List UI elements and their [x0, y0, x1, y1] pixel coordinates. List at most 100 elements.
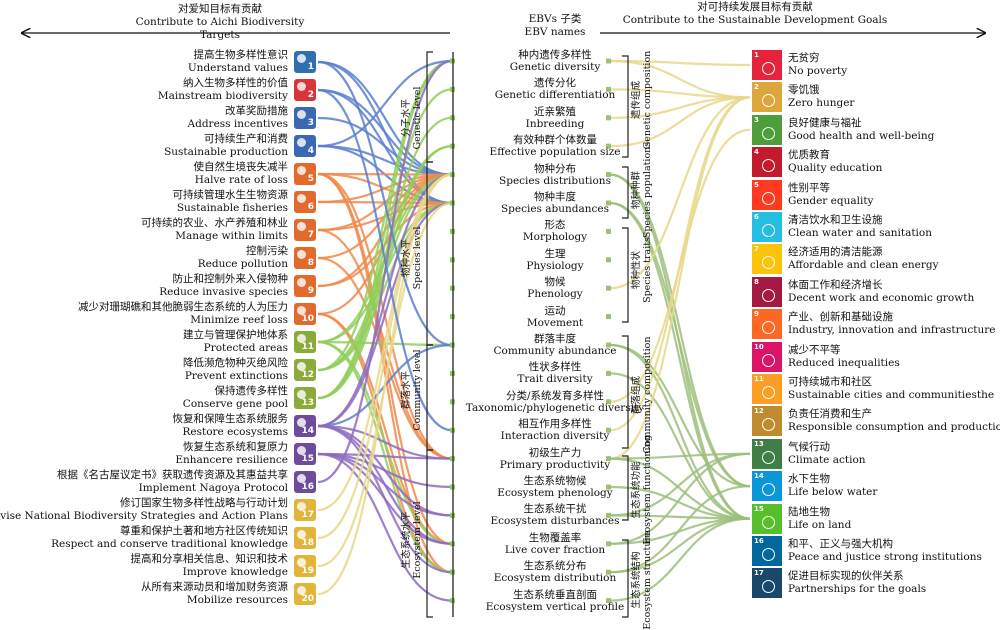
ebv-zh: 近亲繁殖: [534, 105, 576, 118]
ebv-zh: 生态系统分布: [523, 560, 587, 573]
aichi-target-icon: 4: [294, 135, 316, 157]
ebv-sdg-link: [609, 343, 751, 520]
ebv-en: Genetic differentiation: [494, 89, 616, 102]
class-en: Ecosystem structure: [642, 530, 653, 630]
aichi-target-number: 20: [301, 594, 314, 604]
sdg-goal-label: 陆地生物 Life on land: [788, 506, 851, 532]
aichi-target-label: 修订国家生物多样性战略与行动计划 Revise National Biodiver…: [0, 497, 288, 523]
aichi-target-number: 13: [301, 398, 314, 408]
sdg-goal-zh: 促进目标实现的伙伴关系: [788, 570, 904, 583]
ebv-item: 生态系统物候 Ecosystem phenology: [455, 475, 655, 499]
aichi-target-label: 可持续管理水生生物资源 Sustainable fisheries: [173, 189, 289, 215]
aichi-target: 可持续的农业、水产养殖和林业 Manage within limits 7: [0, 217, 318, 244]
sdg-glyph-icon: [762, 224, 775, 237]
ebv-sdg-link: [609, 343, 751, 488]
ebv-en: Species distributions: [499, 174, 611, 187]
aichi-target: 根据《名古屋议定书》获取遗传资源及其惠益共享 Implement Nagoya P…: [0, 469, 318, 496]
sdg-goal: 13 气候行动 Climate action: [750, 438, 1000, 469]
sdg-goal-label: 可持续城市和社区 Sustainable cities and communiti…: [788, 376, 994, 402]
aichi-target-zh: 可持续生产和消费: [204, 133, 288, 145]
aichi-glyph-icon: [297, 502, 306, 511]
aichi-glyph-icon: [297, 474, 306, 483]
sdg-goal-number: 16: [754, 537, 764, 545]
aichi-target-icon: 15: [294, 443, 316, 465]
aichi-target-number: 3: [307, 118, 314, 128]
sdg-goal-zh: 陆地生物: [788, 505, 830, 518]
aichi-ebv-link: [317, 60, 453, 347]
level-en: Species level: [412, 226, 423, 290]
aichi-glyph-icon: [297, 250, 306, 259]
left-header: 对爱知目标有贡献 Contribute to Aichi Biodiversit…: [120, 3, 320, 42]
aichi-target: 从所有来源动员和增加财务资源 Mobilize resources 20: [0, 581, 318, 608]
aichi-glyph-icon: [297, 166, 306, 175]
aichi-target-label: 改革奖励措施 Address incentives: [188, 105, 288, 131]
aichi-target-icon: 9: [294, 275, 316, 297]
level-en: Community level: [412, 349, 423, 431]
level-label: 生态系统水平 Ecosystem level: [401, 501, 423, 578]
sdg-goal-number: 17: [754, 569, 764, 578]
ebv-en: Species abundances: [500, 203, 610, 215]
ebv-sdg-link: [609, 452, 751, 460]
aichi-target-icon: 2: [294, 79, 316, 101]
aichi-target-en: Improve knowledge: [182, 566, 288, 578]
class-label: 物种种群 Species populations: [631, 142, 653, 238]
aichi-target-icon: 7: [294, 219, 316, 241]
sdg-goal-label: 性别平等 Gender equality: [788, 182, 873, 208]
class-zh: 物种种群: [631, 170, 642, 210]
diagram-frame: [22, 33, 985, 618]
sdg-goal-zh: 优质教育: [788, 149, 830, 162]
class-bracket: [622, 227, 629, 323]
ebv-item: 物种丰度 Species abundances: [455, 191, 655, 215]
aichi-target-icon: 14: [294, 415, 316, 437]
ebv-zh: 群落丰度: [534, 333, 576, 345]
aichi-target-en: Sustainable production: [164, 146, 288, 158]
aichi-target-zh: 纳入生物多样性的价值: [183, 77, 288, 89]
aichi-target-number: 11: [301, 342, 314, 352]
aichi-target-number: 18: [301, 538, 314, 548]
sdg-goal-icon: 1: [752, 50, 782, 80]
ebv-item: 运动 Movement: [455, 305, 655, 329]
sdg-goal-zh: 零饥饿: [788, 84, 820, 97]
aichi-target: 提高生物多样性意识 Understand values 1: [0, 49, 318, 76]
aichi-glyph-icon: [297, 222, 306, 231]
aichi-target-icon: 19: [294, 555, 316, 577]
aichi-target: 可持续管理水生生物资源 Sustainable fisheries 6: [0, 189, 318, 216]
ebv-item: 初级生产力 Primary productivity: [455, 447, 655, 471]
aichi-target-number: 14: [301, 426, 314, 436]
sdg-glyph-icon: [762, 483, 775, 497]
aichi-glyph-icon: [297, 194, 306, 203]
sdg-goal-zh: 良好健康与福祉: [788, 116, 862, 129]
sdg-goal: 8 体面工作和经济增长 Decent work and economic growt…: [750, 276, 1000, 307]
aichi-target: 改革奖励措施 Address incentives 3: [0, 105, 318, 132]
sdg-goal-number: 5: [754, 180, 759, 189]
aichi-target-en: Halve rate of loss: [194, 174, 288, 186]
aichi-target-number: 12: [301, 370, 314, 380]
aichi-target: 使自然生境丧失减半 Halve rate of loss 5: [0, 161, 318, 188]
level-zh: 群落水平: [401, 371, 412, 410]
ebv-sdg-link: [609, 59, 751, 99]
aichi-target-zh: 根据《名古屋议定书》获取遗传资源及其惠益共享: [57, 469, 288, 481]
ebv-en: Taxonomic/phylogenetic diversity: [465, 401, 645, 414]
sdg-goal-en: Good health and well-being: [788, 129, 935, 142]
class-zh: 生态系统功能: [631, 461, 642, 519]
ebv-zh: 物候: [544, 276, 566, 289]
aichi-glyph-icon: [297, 530, 306, 539]
aichi-target: 纳入生物多样性的价值 Mainstream biodiversity 2: [0, 77, 318, 104]
aichi-target-label: 从所有来源动员和增加财务资源 Mobilize resources: [141, 581, 288, 607]
sdg-glyph-icon: [762, 256, 775, 270]
sdg-glyph-icon: [762, 386, 775, 399]
sdg-goal-en: Industry, innovation and infrastructure: [788, 324, 996, 337]
sdg-glyph-icon: [762, 353, 775, 367]
aichi-target-icon: 13: [294, 387, 316, 409]
aichi-glyph-icon: [297, 390, 306, 399]
aichi-target-en: Manage within limits: [175, 230, 288, 242]
aichi-target-icon: 12: [294, 359, 316, 381]
aichi-target-en: Minimize reef loss: [190, 314, 288, 326]
sdg-goal-icon: 6: [752, 212, 782, 242]
sdg-goal-icon: 17: [752, 568, 782, 599]
ebv-item: 物种分布 Species distributions: [455, 163, 655, 187]
class-en: Ecosystem functioning: [642, 435, 653, 545]
aichi-target-icon: 6: [294, 191, 316, 213]
sdg-goal-en: Reduced inequalities: [788, 356, 900, 369]
aichi-target: 防止和控制外来入侵物种 Reduce invasive species 9: [0, 273, 318, 300]
